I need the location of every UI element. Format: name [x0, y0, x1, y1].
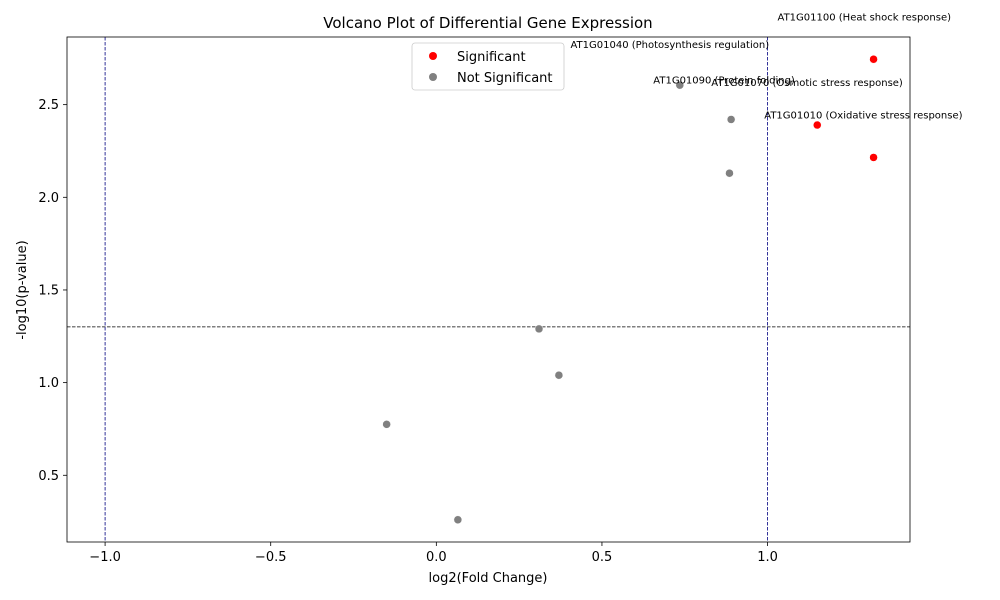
- y-tick-label: 1.0: [38, 376, 59, 391]
- y-tick-label: 1.5: [38, 283, 59, 298]
- not-significant-point: [675, 80, 685, 90]
- y-tick-label: 2.0: [38, 191, 59, 206]
- x-tick-label: 0.5: [592, 550, 613, 565]
- legend-box: [411, 42, 565, 91]
- not-significant-point: [726, 115, 736, 124]
- x-tick-label: 1.0: [757, 550, 778, 565]
- point-annotation: AT1G01070 (Osmotic stress response): [711, 78, 903, 89]
- point-annotation: AT1G01100 (Heat shock response): [778, 12, 952, 23]
- y-tick-label: 0.5: [38, 469, 59, 484]
- data-points: [382, 54, 878, 525]
- legend: Significant Not Significant: [411, 42, 565, 91]
- x-tick-label: −0.5: [255, 550, 287, 565]
- significant-point: [869, 153, 878, 162]
- y-tick-label: 2.5: [38, 98, 59, 113]
- not-significant-point: [382, 420, 391, 429]
- point-annotation: AT1G01090 (Protein folding): [653, 75, 795, 86]
- chart-title: Volcano Plot of Differential Gene Expres…: [323, 14, 652, 32]
- significant-point: [869, 54, 878, 64]
- not-significant-point: [554, 370, 564, 380]
- x-tick-label: 0.0: [426, 550, 447, 565]
- legend-label: Significant: [457, 50, 526, 65]
- y-axis-label: -log10(p-value): [15, 240, 30, 339]
- plot-frame: [66, 36, 911, 543]
- x-tick-label: −1.0: [89, 550, 121, 565]
- legend-marker: [429, 52, 437, 60]
- significant-point: [813, 120, 822, 130]
- point-annotation: AT1G01010 (Oxidative stress response): [764, 111, 962, 122]
- plot-area: −1.0 −0.5 0.0 0.5 1.0 0.5 1.0 1.5 2.0 2.5 AT1G0110…: [38, 12, 962, 565]
- not-significant-point: [453, 515, 463, 525]
- legend-marker: [429, 73, 437, 81]
- not-significant-point: [534, 324, 544, 334]
- point-annotation: AT1G01040 (Photosynthesis regulation): [570, 40, 769, 51]
- x-axis-label: log2(Fold Change): [429, 571, 548, 586]
- not-significant-point: [725, 168, 734, 178]
- legend-label: Not Significant: [457, 71, 553, 86]
